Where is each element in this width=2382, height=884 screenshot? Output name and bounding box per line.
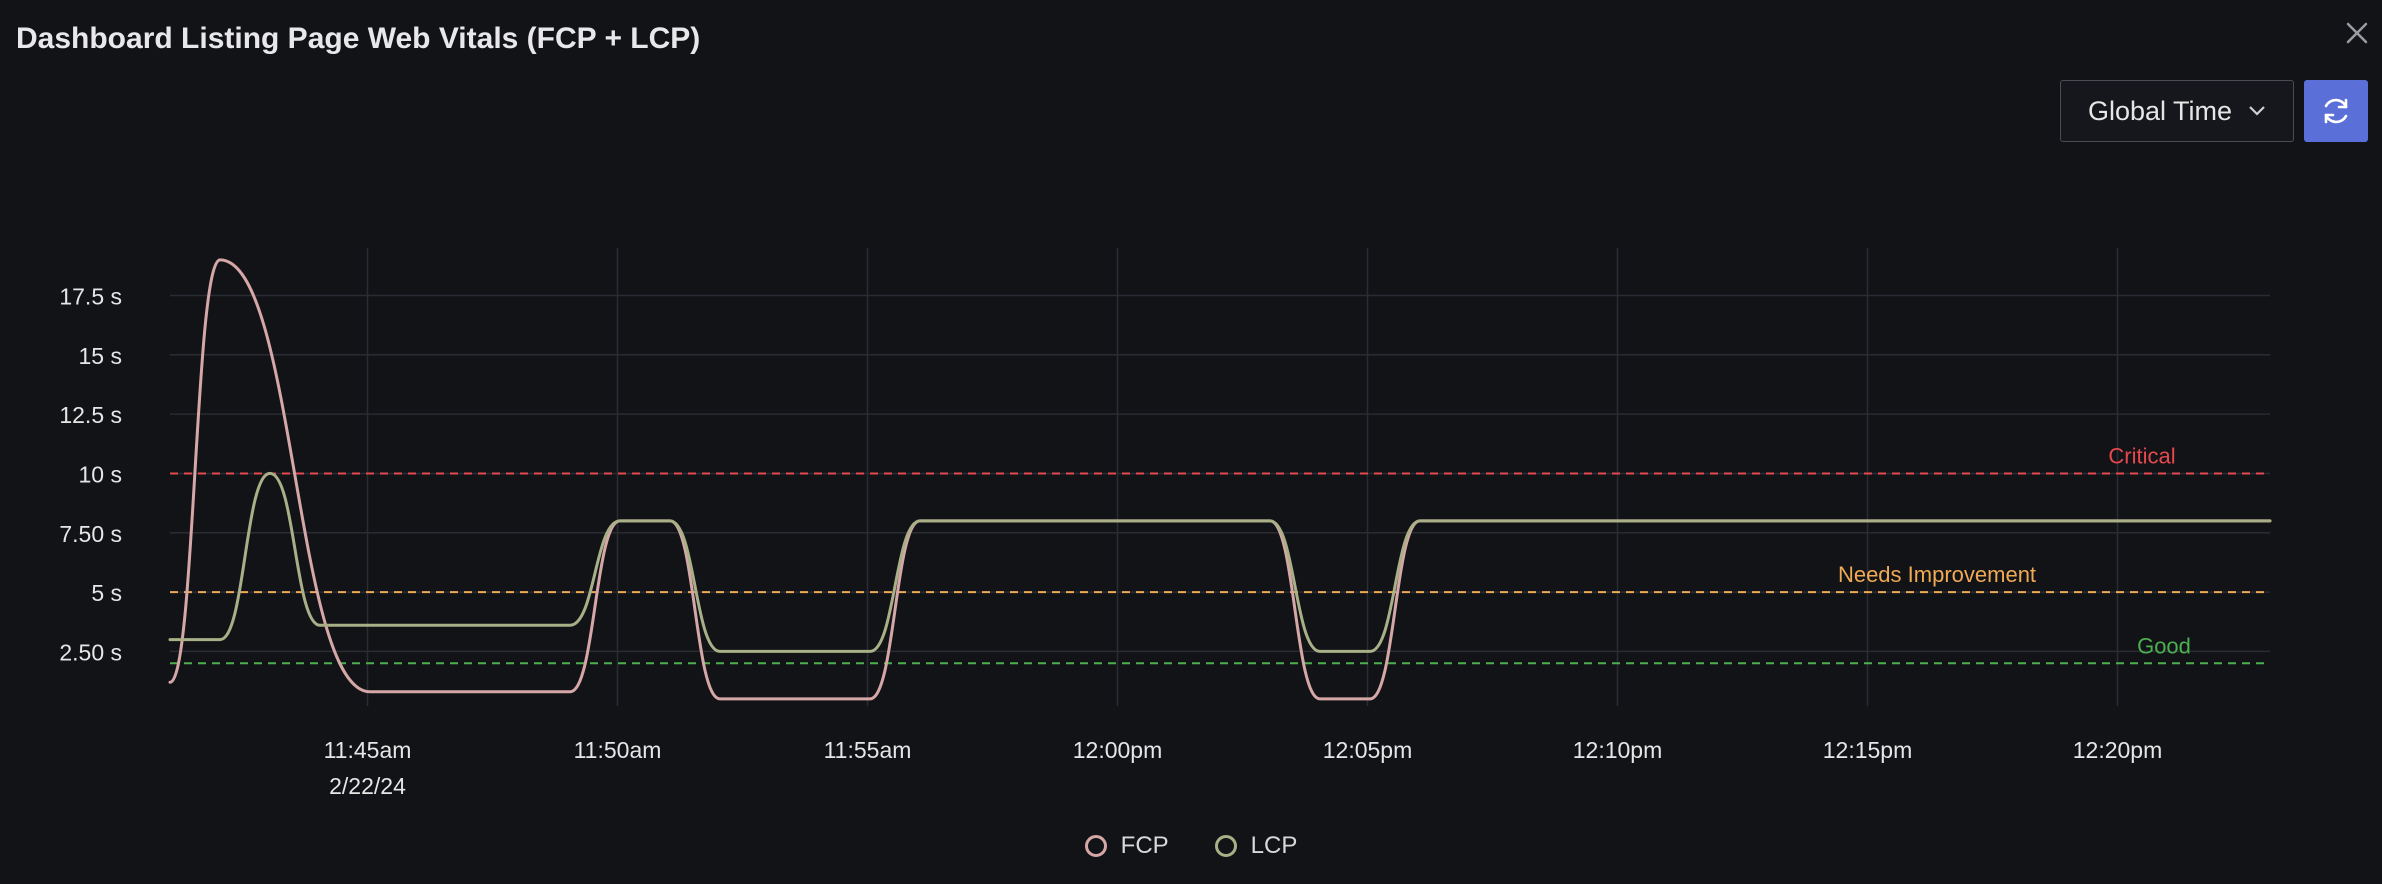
y-tick-label: 17.5 s [59,283,122,309]
y-tick-label: 12.5 s [59,402,122,428]
threshold-label-critical: Critical [2108,443,2175,468]
series-line-fcp [168,258,2272,701]
legend-label-fcp: FCP [1120,832,1169,859]
y-tick-label: 7.50 s [59,521,122,547]
chart-grid [170,248,2270,706]
x-tick-label: 11:45am [324,737,412,763]
x-tick-label: 11:55am [824,737,912,763]
legend-dot-fcp [1084,835,1107,857]
global-time-select-value: Global Time [2087,95,2233,126]
global-time-select[interactable]: Global Time [2060,80,2294,142]
web-vitals-chart: Critical Needs Improvement Good 2.50 s 5 s 7… [59,248,2272,799]
y-tick-label: 5 s [91,580,122,606]
page-title: Dashboard Listing Page Web Vitals (FCP +… [16,22,701,55]
y-tick-label: 2.50 s [59,639,122,665]
x-tick-sublabel: 2/22/24 [329,773,406,799]
legend-label-lcp: LCP [1250,832,1298,859]
chart-series [168,258,2272,701]
refresh-button[interactable] [2304,80,2368,142]
refresh-icon [2324,98,2348,124]
legend-item-lcp[interactable]: LCP [1214,832,1298,860]
chart-toolbar: Global Time [2060,80,2368,142]
chart-legend: FCP LCP [0,832,2382,860]
x-tick-label: 12:10pm [1573,737,1663,763]
x-tick-label: 11:50am [574,737,662,763]
legend-dot-lcp [1214,835,1237,857]
x-tick-label: 12:20pm [2073,737,2163,763]
threshold-label-needs-improvement: Needs Improvement [1838,562,2036,587]
y-axis: 2.50 s 5 s 7.50 s 10 s 12.5 s 15 s 17.5 s [59,283,122,665]
chart-thresholds: Critical Needs Improvement Good [170,443,2270,665]
chevron-down-icon [2249,106,2265,116]
y-tick-label: 15 s [79,343,122,369]
threshold-label-good: Good [2137,633,2191,658]
legend-item-fcp[interactable]: FCP [1084,832,1169,860]
x-tick-label: 12:15pm [1823,737,1913,763]
x-axis: 11:45am 2/22/24 11:50am 11:55am 12:00pm 12:05… [324,737,2163,799]
series-line-lcp [168,471,2272,653]
x-tick-label: 12:00pm [1073,737,1163,763]
x-tick-label: 12:05pm [1323,737,1413,763]
y-tick-label: 10 s [79,461,122,487]
close-icon[interactable] [2342,18,2372,48]
